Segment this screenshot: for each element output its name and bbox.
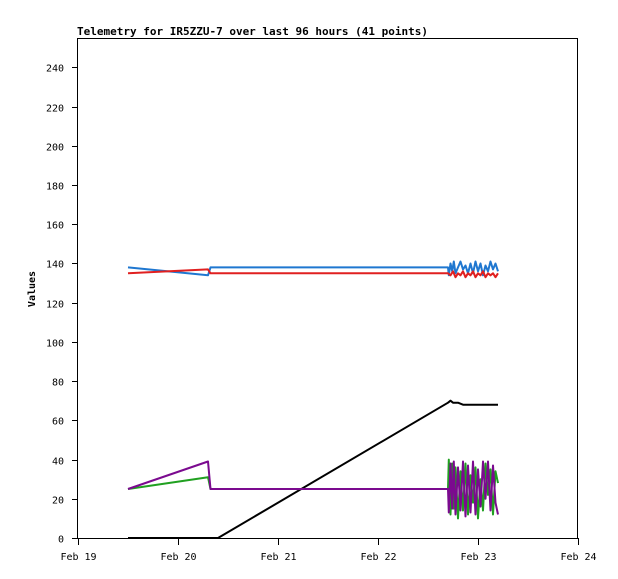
y-tick-label: 240	[46, 64, 64, 75]
series-line-2	[127, 268, 499, 279]
y-tick-label: 80	[52, 378, 64, 389]
y-tick-label: 200	[46, 143, 64, 154]
series-line-5	[127, 460, 499, 518]
x-tick-label: Feb 20	[160, 552, 196, 563]
x-tick-label: Feb 22	[360, 552, 396, 563]
x-tick-label: Feb 19	[60, 552, 96, 563]
y-axis-label: Values	[27, 271, 38, 307]
y-tick-label: 0	[58, 535, 64, 546]
x-tick-label: Feb 23	[460, 552, 496, 563]
y-tick-label: 220	[46, 104, 64, 115]
y-tick-label: 100	[46, 339, 64, 350]
y-tick-label: 20	[52, 496, 64, 507]
y-tick-label: 40	[52, 457, 64, 468]
x-tick-label: Feb 21	[260, 552, 296, 563]
series-line-3	[128, 399, 498, 539]
y-tick-label: 140	[46, 260, 64, 271]
y-tick-label: 160	[46, 221, 64, 232]
series-layer	[127, 260, 499, 539]
y-tick-label: 60	[52, 417, 64, 428]
y-tick-label: 120	[46, 300, 64, 311]
x-tick-label: Feb 24	[560, 552, 596, 563]
plot-frame	[77, 38, 578, 539]
chart-title: Telemetry for IR5ZZU-7 over last 96 hour…	[77, 25, 428, 38]
y-tick-label: 180	[46, 182, 64, 193]
y-axis: 0 20 40 60 80 100 120 140 160 180 200 220 240	[46, 64, 78, 546]
x-axis: Feb 19 Feb 20 Feb 21 Feb 22 Feb 23 Feb 24	[60, 538, 597, 563]
